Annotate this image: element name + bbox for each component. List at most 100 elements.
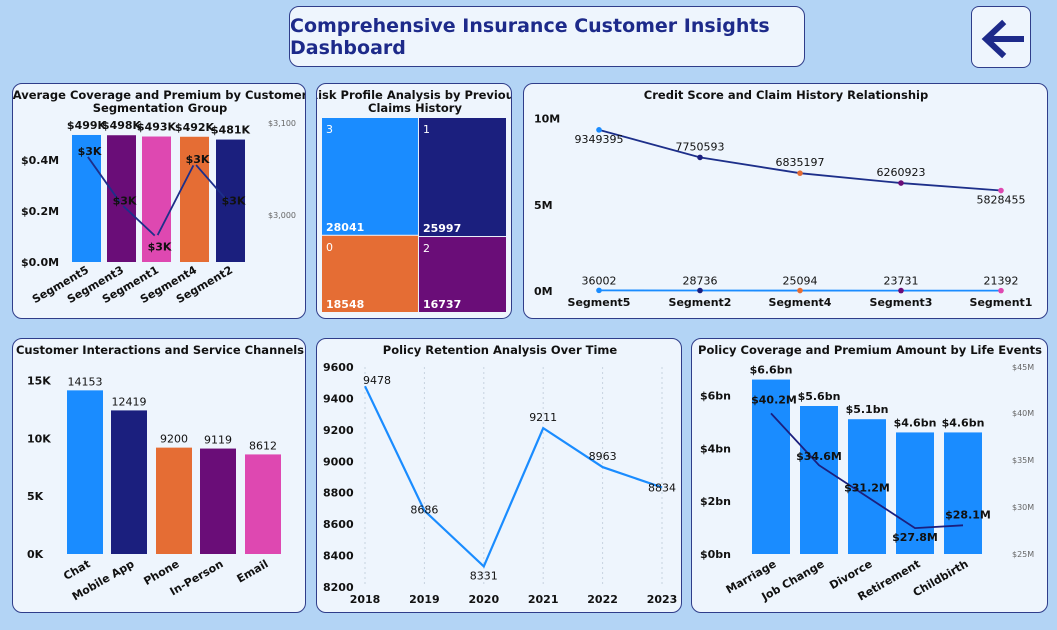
bar bbox=[107, 135, 136, 262]
y2-tick-label: $3,100 bbox=[268, 119, 296, 128]
bar bbox=[944, 432, 982, 554]
line-point bbox=[697, 287, 703, 294]
coverage-premium-panel: Average Coverage and Premium by Customer… bbox=[12, 83, 306, 319]
chart-title: Policy Retention Analysis Over Time bbox=[383, 343, 618, 357]
premium-label: $3K bbox=[186, 153, 210, 166]
data-label: 25094 bbox=[783, 275, 818, 288]
data-label: 9349395 bbox=[575, 133, 624, 146]
treemap-cell bbox=[322, 118, 418, 235]
data-label: 21392 bbox=[984, 275, 1019, 288]
chart-title: Credit Score and Claim History Relations… bbox=[644, 88, 928, 102]
data-label: 9478 bbox=[363, 374, 391, 387]
y-tick-label: 5K bbox=[27, 490, 44, 503]
x-tick-label: 2023 bbox=[647, 593, 678, 606]
y-tick-label: 10K bbox=[27, 432, 51, 445]
data-label: 6260923 bbox=[877, 166, 926, 179]
bar-value-label: $493K bbox=[137, 121, 177, 134]
y-tick-label: $0.2M bbox=[21, 205, 59, 218]
bar-value-label: 8612 bbox=[249, 439, 277, 452]
data-label: 36002 bbox=[582, 274, 617, 287]
line-point bbox=[797, 170, 803, 176]
x-tick-label: Chat bbox=[61, 557, 92, 583]
treemap-value-label: 25997 bbox=[423, 222, 461, 235]
premium-label: $27.8M bbox=[892, 531, 938, 544]
bar bbox=[848, 419, 886, 554]
y-tick-label: 9000 bbox=[323, 455, 354, 468]
premium-point bbox=[154, 234, 159, 240]
premium-point bbox=[192, 160, 197, 166]
premium-label: $3K bbox=[222, 194, 246, 207]
y-tick-label: 0M bbox=[534, 285, 553, 298]
treemap-value-label: 18548 bbox=[326, 298, 364, 311]
bar bbox=[216, 139, 245, 262]
y-tick-label: $0.0M bbox=[21, 256, 59, 269]
y-tick-label: 5M bbox=[534, 199, 553, 212]
y-tick-label: 10M bbox=[534, 113, 560, 126]
premium-label: $28.1M bbox=[945, 508, 991, 521]
y2-tick-label: $25M bbox=[1012, 550, 1034, 559]
risk-profile-treemap: Risk Profile Analysis by Previous Claims … bbox=[317, 88, 512, 312]
bar-value-label: 9200 bbox=[160, 433, 188, 446]
data-label: 28736 bbox=[683, 275, 718, 288]
data-label: 6835197 bbox=[776, 156, 825, 169]
premium-label: $34.6M bbox=[796, 450, 842, 463]
x-tick-label: Segment2 bbox=[669, 296, 732, 309]
y-tick-label: 0K bbox=[27, 548, 44, 561]
x-tick-label: 2018 bbox=[350, 593, 381, 606]
bar bbox=[245, 454, 281, 554]
treemap-category-label: 0 bbox=[326, 241, 333, 254]
data-label: 7750593 bbox=[676, 140, 725, 153]
premium-line bbox=[770, 412, 964, 530]
y2-tick-label: $40M bbox=[1012, 409, 1034, 418]
back-button[interactable] bbox=[971, 6, 1031, 68]
bar bbox=[180, 136, 209, 262]
bar-value-label: $498K bbox=[102, 119, 142, 132]
premium-label: $31.2M bbox=[844, 482, 890, 495]
y-tick-label: 9200 bbox=[323, 424, 354, 437]
x-tick-label: 2019 bbox=[409, 593, 440, 606]
line-point bbox=[596, 287, 602, 294]
y2-tick-label: $30M bbox=[1012, 503, 1034, 512]
data-label: 8331 bbox=[470, 569, 498, 582]
chart-title: Risk Profile Analysis by Previous Claims … bbox=[317, 88, 512, 115]
bar bbox=[800, 406, 838, 554]
premium-label: $3K bbox=[148, 240, 172, 253]
treemap-value-label: 16737 bbox=[423, 298, 461, 311]
bar-value-label: $5.1bn bbox=[846, 403, 889, 416]
y2-tick-label: $35M bbox=[1012, 456, 1034, 465]
y-tick-label: $6bn bbox=[700, 389, 731, 402]
y2-tick-label: $45M bbox=[1012, 363, 1034, 372]
credit-claim-panel: Credit Score and Claim History Relations… bbox=[523, 83, 1048, 319]
line-point bbox=[898, 180, 904, 186]
x-tick-label: Segment1 bbox=[970, 296, 1033, 309]
bar bbox=[142, 136, 171, 262]
bar-value-label: $481K bbox=[211, 124, 251, 137]
retention-line bbox=[364, 385, 663, 569]
y2-tick-label: $3,000 bbox=[268, 211, 296, 220]
y-tick-label: 8600 bbox=[323, 518, 354, 531]
x-tick-label: 2021 bbox=[528, 593, 559, 606]
bar-value-label: $492K bbox=[175, 121, 215, 134]
y-tick-label: 15K bbox=[27, 375, 51, 388]
dashboard-title-box: Comprehensive Insurance Customer Insight… bbox=[289, 6, 805, 67]
x-tick-label: Segment5 bbox=[568, 296, 631, 309]
bar bbox=[111, 410, 147, 554]
data-label: 9211 bbox=[529, 411, 557, 424]
line-point bbox=[998, 287, 1004, 294]
premium-label: $3K bbox=[78, 145, 102, 158]
data-label: 8834 bbox=[648, 481, 676, 494]
bar bbox=[200, 448, 236, 554]
bar-value-label: $6.6bn bbox=[750, 364, 793, 377]
life-events-chart: Policy Coverage and Premium Amount by Li… bbox=[698, 343, 1042, 604]
data-label: 8963 bbox=[589, 450, 617, 463]
x-tick-label: Segment4 bbox=[769, 296, 832, 309]
y-tick-label: $4bn bbox=[700, 442, 731, 455]
bar-value-label: 12419 bbox=[112, 395, 147, 408]
treemap-category-label: 1 bbox=[423, 123, 430, 136]
line-point bbox=[898, 287, 904, 294]
data-label: 5828455 bbox=[977, 194, 1026, 207]
line-point bbox=[998, 187, 1004, 194]
chart-title: Policy Coverage and Premium Amount by Li… bbox=[698, 343, 1042, 357]
bar-value-label: 9119 bbox=[204, 434, 232, 447]
treemap-cell bbox=[418, 237, 506, 312]
